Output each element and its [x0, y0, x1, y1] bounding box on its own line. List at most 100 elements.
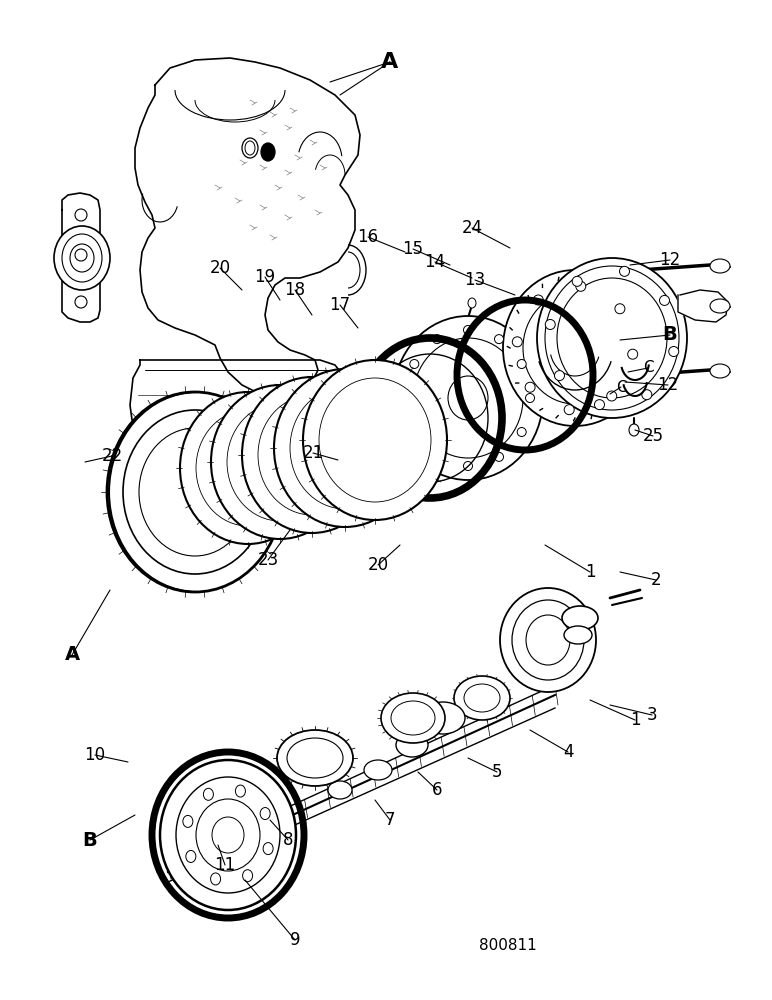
Ellipse shape	[554, 371, 564, 381]
Ellipse shape	[274, 369, 416, 527]
Ellipse shape	[537, 258, 687, 418]
Text: 18: 18	[284, 281, 306, 299]
Ellipse shape	[391, 701, 435, 735]
Ellipse shape	[432, 452, 442, 461]
Ellipse shape	[319, 378, 431, 502]
Ellipse shape	[176, 777, 280, 893]
Ellipse shape	[517, 360, 527, 368]
Polygon shape	[135, 58, 360, 395]
Text: 24: 24	[462, 219, 482, 237]
Polygon shape	[62, 193, 100, 322]
Text: 20: 20	[209, 259, 231, 277]
Polygon shape	[130, 360, 345, 435]
Ellipse shape	[245, 141, 255, 155]
Text: C: C	[616, 379, 626, 394]
Text: 7: 7	[384, 811, 395, 829]
Text: 1: 1	[630, 711, 640, 729]
Ellipse shape	[545, 266, 679, 410]
Ellipse shape	[212, 817, 244, 853]
Text: 6: 6	[432, 781, 442, 799]
Ellipse shape	[211, 873, 221, 885]
Text: 12: 12	[658, 376, 679, 394]
Text: 15: 15	[402, 240, 424, 258]
Ellipse shape	[211, 385, 349, 539]
Ellipse shape	[200, 414, 296, 522]
Text: 2: 2	[651, 571, 662, 589]
Ellipse shape	[401, 393, 411, 402]
Ellipse shape	[160, 760, 296, 910]
Ellipse shape	[139, 428, 251, 556]
Ellipse shape	[523, 292, 627, 404]
Ellipse shape	[227, 403, 333, 521]
Ellipse shape	[107, 392, 283, 592]
Ellipse shape	[70, 244, 94, 272]
Text: 21: 21	[303, 444, 323, 462]
Ellipse shape	[463, 326, 472, 334]
Ellipse shape	[503, 270, 647, 426]
Ellipse shape	[242, 377, 382, 533]
Ellipse shape	[410, 428, 418, 436]
Text: 22: 22	[101, 447, 123, 465]
Ellipse shape	[500, 588, 596, 692]
Ellipse shape	[710, 299, 730, 313]
Ellipse shape	[323, 382, 427, 498]
Ellipse shape	[186, 850, 196, 862]
Ellipse shape	[669, 347, 679, 357]
Ellipse shape	[619, 266, 629, 276]
Ellipse shape	[413, 338, 523, 458]
Ellipse shape	[659, 295, 669, 305]
Text: B: B	[662, 326, 677, 344]
Ellipse shape	[525, 382, 535, 392]
Text: 4: 4	[563, 743, 574, 761]
Text: 12: 12	[659, 251, 681, 269]
Ellipse shape	[576, 281, 586, 291]
Ellipse shape	[396, 733, 428, 757]
Ellipse shape	[75, 249, 87, 261]
Ellipse shape	[258, 395, 366, 515]
Ellipse shape	[454, 676, 510, 720]
Text: 20: 20	[367, 556, 388, 574]
Ellipse shape	[410, 360, 418, 368]
Ellipse shape	[75, 296, 87, 308]
Ellipse shape	[615, 304, 625, 314]
Text: 14: 14	[425, 253, 445, 271]
Ellipse shape	[526, 393, 534, 402]
Text: 10: 10	[84, 746, 106, 764]
Ellipse shape	[710, 259, 730, 273]
Ellipse shape	[512, 600, 584, 680]
Text: C: C	[642, 360, 653, 375]
Ellipse shape	[242, 870, 252, 882]
Text: 1: 1	[584, 563, 595, 581]
Ellipse shape	[421, 702, 465, 734]
Ellipse shape	[543, 312, 607, 384]
Ellipse shape	[54, 226, 110, 290]
Text: 3: 3	[647, 706, 657, 724]
Text: 13: 13	[465, 271, 486, 289]
Ellipse shape	[183, 815, 193, 827]
Ellipse shape	[432, 335, 442, 344]
Text: B: B	[83, 830, 97, 850]
Text: 17: 17	[330, 296, 350, 314]
Text: A: A	[381, 52, 398, 72]
Ellipse shape	[463, 462, 472, 471]
Text: 25: 25	[642, 427, 664, 445]
Ellipse shape	[533, 295, 543, 305]
Ellipse shape	[75, 209, 87, 221]
Polygon shape	[678, 290, 728, 322]
Ellipse shape	[710, 364, 730, 378]
Ellipse shape	[557, 278, 667, 398]
Ellipse shape	[203, 788, 213, 800]
Ellipse shape	[517, 428, 527, 436]
Ellipse shape	[495, 335, 503, 344]
Ellipse shape	[381, 693, 445, 743]
Ellipse shape	[260, 808, 270, 820]
Ellipse shape	[607, 391, 617, 401]
Text: 9: 9	[290, 931, 300, 949]
Ellipse shape	[564, 405, 574, 415]
Ellipse shape	[242, 138, 258, 158]
Ellipse shape	[468, 298, 476, 308]
Text: 800811: 800811	[479, 938, 537, 954]
Ellipse shape	[287, 738, 343, 778]
Ellipse shape	[545, 319, 555, 329]
Ellipse shape	[196, 799, 260, 871]
